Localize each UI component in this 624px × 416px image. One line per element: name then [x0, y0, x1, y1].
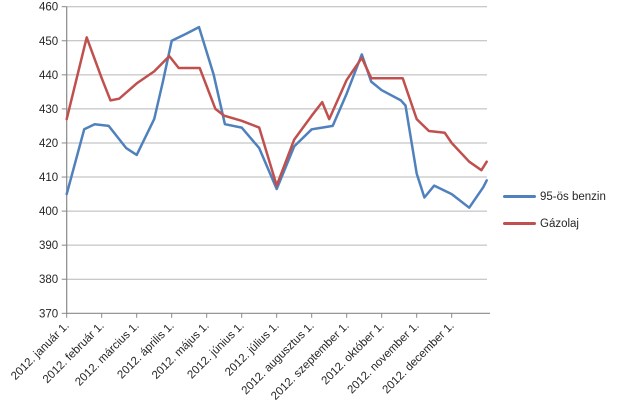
y-axis-label: 380 [39, 274, 58, 286]
y-axis-label: 370 [39, 308, 58, 320]
y-axis-label: 420 [39, 138, 58, 150]
x-axis-label: 2012. február 1. [41, 320, 107, 386]
x-axis-label: 2012. október 1. [320, 320, 387, 387]
legend-swatch-gazolaj [503, 221, 536, 226]
y-axis-labels: 460 450 440 430 420 410 400 390 380 370 [39, 2, 58, 321]
legend-label-gazolaj: Gázolaj [540, 217, 579, 230]
gridlines [66, 6, 487, 280]
x-axis-labels: 2012. január 1.2012. február 1.2012. már… [9, 320, 457, 403]
legend-item-benzin: 95-ös benzin [503, 183, 606, 210]
legend-label-benzin: 95-ös benzin [540, 190, 606, 203]
y-axis-label: 390 [39, 240, 58, 252]
y-axis-label: 460 [39, 2, 58, 14]
legend-item-gazolaj: Gázolaj [503, 210, 606, 237]
x-axis-ticks [66, 313, 453, 318]
x-axis-label: 2012. március 1. [73, 320, 142, 389]
y-axis-ticks [61, 6, 67, 314]
legend-swatch-benzin [503, 194, 536, 199]
y-axis-label: 400 [39, 206, 58, 218]
x-axis-label: 2012. január 1. [9, 320, 72, 383]
y-axis-label: 450 [39, 36, 58, 48]
y-axis-label: 430 [39, 104, 58, 116]
series-line-benzin [65, 25, 488, 209]
y-axis-label: 410 [39, 172, 58, 184]
legend: 95-ös benzin Gázolaj [503, 183, 606, 237]
y-axis-label: 440 [39, 70, 58, 82]
series-line-gazolaj [65, 36, 488, 187]
